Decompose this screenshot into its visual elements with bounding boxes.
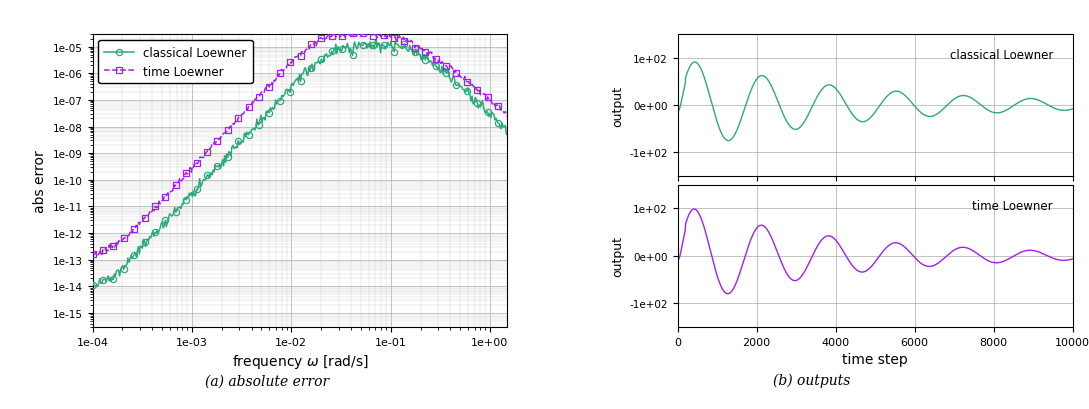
Text: (a) absolute error: (a) absolute error xyxy=(205,373,329,387)
classical Loewner xyxy=(86,283,99,288)
time Loewner xyxy=(348,34,362,39)
time Loewner xyxy=(388,36,401,41)
classical Loewner xyxy=(252,123,265,128)
classical Loewner xyxy=(348,40,362,45)
classical Loewner xyxy=(369,38,382,43)
classical Loewner xyxy=(137,237,150,242)
classical Loewner xyxy=(388,50,401,55)
classical Loewner xyxy=(89,285,102,290)
time Loewner xyxy=(91,253,105,258)
time Loewner xyxy=(137,216,150,221)
time Loewner xyxy=(501,115,514,120)
classical Loewner xyxy=(390,42,403,47)
time Loewner xyxy=(86,252,99,257)
Text: time Loewner: time Loewner xyxy=(972,200,1053,212)
Text: (b) outputs: (b) outputs xyxy=(772,373,851,387)
classical Loewner xyxy=(222,150,235,155)
Line: classical Loewner: classical Loewner xyxy=(89,38,511,290)
Y-axis label: output: output xyxy=(611,85,624,126)
time Loewner xyxy=(360,30,374,35)
X-axis label: frequency $\omega$ [rad/s]: frequency $\omega$ [rad/s] xyxy=(232,353,368,371)
Y-axis label: output: output xyxy=(611,236,624,276)
Text: classical Loewner: classical Loewner xyxy=(950,49,1053,62)
Y-axis label: abs error: abs error xyxy=(34,150,47,212)
time Loewner xyxy=(390,39,403,44)
Legend: classical Loewner, time Loewner: classical Loewner, time Loewner xyxy=(98,40,253,84)
time Loewner xyxy=(252,95,265,100)
X-axis label: time step: time step xyxy=(842,353,908,366)
Line: time Loewner: time Loewner xyxy=(89,29,511,258)
time Loewner xyxy=(222,127,235,132)
classical Loewner xyxy=(501,131,514,136)
